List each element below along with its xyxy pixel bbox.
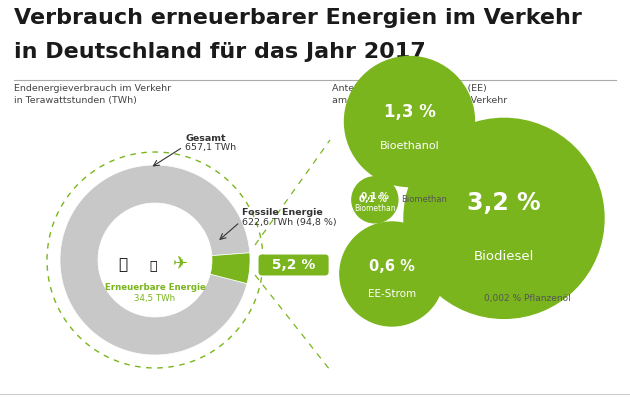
Text: in Deutschland für das Jahr 2017: in Deutschland für das Jahr 2017 [14, 42, 426, 62]
Text: 0,002 % Pflanzenöl: 0,002 % Pflanzenöl [484, 294, 571, 303]
Text: Verbrauch erneuerbarer Energien im Verkehr: Verbrauch erneuerbarer Energien im Verke… [14, 8, 582, 28]
Circle shape [345, 56, 474, 187]
Text: am Endenergieverbrauch im Verkehr: am Endenergieverbrauch im Verkehr [332, 96, 507, 105]
Text: Anteil erneuerbarer Energie (EE): Anteil erneuerbarer Energie (EE) [332, 84, 487, 93]
Text: Biodiesel: Biodiesel [474, 250, 534, 263]
Text: 0,1 %: 0,1 % [358, 195, 386, 204]
Text: Gesamt: Gesamt [185, 134, 226, 143]
Circle shape [352, 177, 398, 223]
Text: Endenergieverbrauch im Verkehr: Endenergieverbrauch im Verkehr [14, 84, 171, 93]
Text: 657,1 TWh: 657,1 TWh [185, 143, 236, 152]
Text: 3,2 %: 3,2 % [467, 191, 541, 215]
Text: 34,5 TWh: 34,5 TWh [134, 293, 176, 302]
Circle shape [340, 222, 444, 326]
Text: in Terawattstunden (TWh): in Terawattstunden (TWh) [14, 96, 137, 105]
Text: Fossile Energie: Fossile Energie [242, 208, 323, 217]
Text: Biomethan: Biomethan [401, 195, 447, 204]
Text: ✈: ✈ [173, 256, 188, 274]
Polygon shape [210, 253, 250, 283]
Text: EE-Strom: EE-Strom [368, 289, 416, 299]
Text: Bioethanol: Bioethanol [380, 141, 439, 151]
Text: 5,2 %: 5,2 % [262, 258, 325, 272]
Text: 0,6 %: 0,6 % [369, 259, 415, 274]
Text: 🚗: 🚗 [149, 260, 157, 274]
Text: 622,6 TWh (94,8 %): 622,6 TWh (94,8 %) [242, 218, 336, 227]
Text: 0,1 %: 0,1 % [361, 192, 389, 201]
Text: Biomethan: Biomethan [354, 204, 396, 213]
Text: 🚛: 🚛 [118, 258, 127, 272]
Text: 1,3 %: 1,3 % [384, 103, 435, 121]
Circle shape [404, 118, 604, 318]
Polygon shape [60, 165, 249, 355]
Text: Erneuerbare Energie: Erneuerbare Energie [105, 283, 205, 293]
